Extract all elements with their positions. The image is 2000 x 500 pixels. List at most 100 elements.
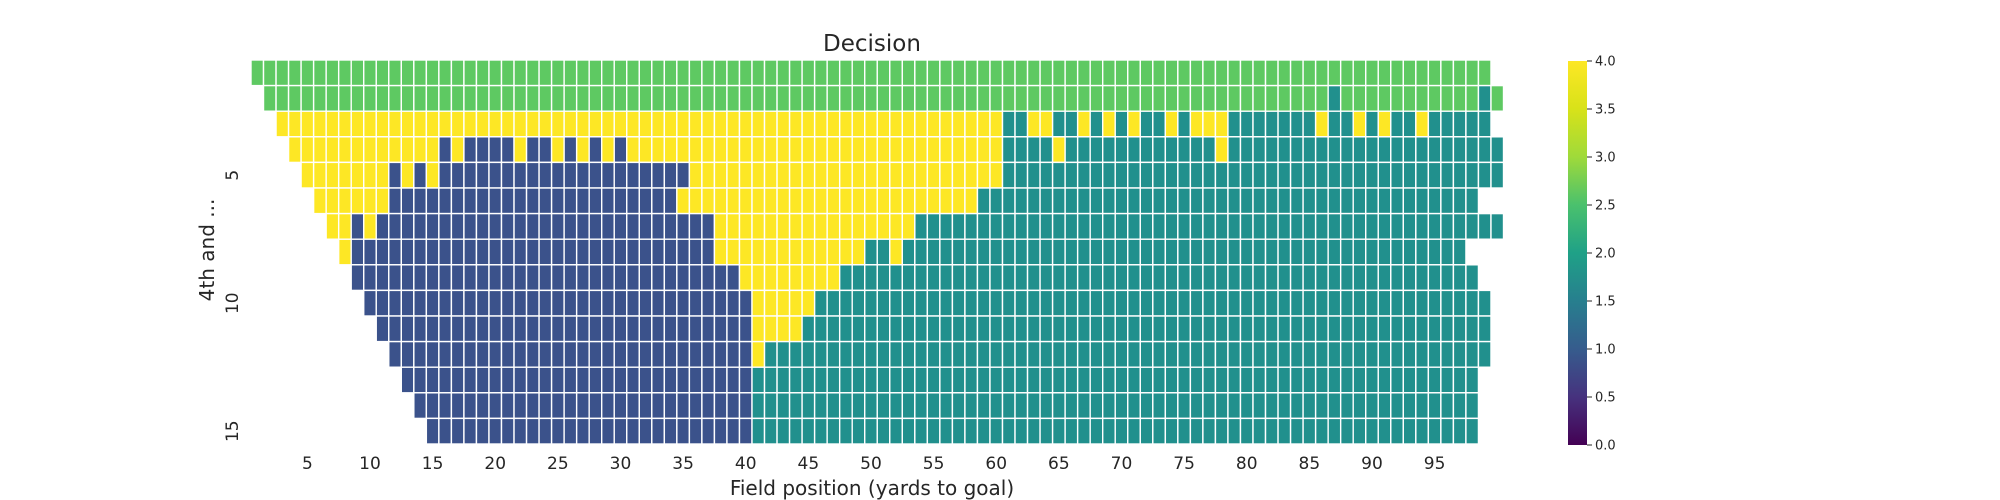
heatmap-cell xyxy=(1377,392,1392,420)
heatmap-cell xyxy=(425,289,440,317)
heatmap-cell xyxy=(1089,161,1104,189)
heatmap-cell xyxy=(613,84,628,112)
heatmap-cell xyxy=(964,289,979,317)
heatmap-cell xyxy=(1415,264,1430,292)
heatmap-cell xyxy=(413,264,428,292)
heatmap-cell xyxy=(1127,264,1141,292)
heatmap-cell xyxy=(1390,417,1405,445)
heatmap-cell xyxy=(964,417,979,445)
heatmap-cell xyxy=(1440,59,1455,87)
heatmap-cell xyxy=(1452,136,1467,164)
heatmap-cell xyxy=(1365,161,1379,189)
heatmap-cell xyxy=(513,392,528,420)
heatmap-cell xyxy=(738,417,753,445)
heatmap-cell xyxy=(350,110,365,138)
heatmap-cell xyxy=(763,392,778,420)
heatmap-cell xyxy=(575,187,590,215)
heatmap-cell xyxy=(1314,315,1329,343)
heatmap-cell xyxy=(525,136,540,164)
heatmap-cell xyxy=(776,366,791,394)
heatmap-cell xyxy=(1302,366,1317,394)
heatmap-cell xyxy=(914,212,929,240)
heatmap-cell xyxy=(550,212,565,240)
heatmap-cell xyxy=(1302,238,1317,266)
heatmap-cell xyxy=(663,264,678,292)
heatmap-cell xyxy=(513,84,528,112)
heatmap-cell xyxy=(1001,136,1016,164)
heatmap-cell xyxy=(500,59,515,87)
heatmap-cell xyxy=(400,187,415,215)
colorbar-tick-label: 2.0 xyxy=(1595,247,1616,262)
heatmap-cell xyxy=(964,340,979,368)
heatmap-cell xyxy=(613,417,628,445)
heatmap-cell xyxy=(463,392,478,420)
heatmap-cell xyxy=(763,136,778,164)
colorbar-tick-label: 0.5 xyxy=(1595,391,1616,406)
heatmap-cell xyxy=(425,417,440,445)
heatmap-cell xyxy=(513,161,528,189)
heatmap-cell xyxy=(901,212,916,240)
heatmap-cell xyxy=(1152,110,1167,138)
heatmap-cell xyxy=(513,238,528,266)
heatmap-cell xyxy=(400,238,415,266)
heatmap-cell xyxy=(550,366,565,394)
heatmap-cell xyxy=(1001,110,1016,138)
heatmap-cell xyxy=(1390,136,1405,164)
x-tick-label: 15 xyxy=(422,454,444,474)
heatmap-cell xyxy=(1214,289,1229,317)
heatmap-cell xyxy=(701,59,716,87)
heatmap-cell xyxy=(1477,315,1492,343)
heatmap-cell xyxy=(1089,59,1104,87)
heatmap-cell xyxy=(300,136,315,164)
heatmap-cell xyxy=(926,315,941,343)
heatmap-cell xyxy=(926,110,941,138)
heatmap-cell xyxy=(1377,315,1392,343)
heatmap-cell xyxy=(1014,264,1029,292)
heatmap-cell xyxy=(1427,366,1442,394)
x-tick-label: 45 xyxy=(798,454,820,474)
heatmap-cell xyxy=(1026,392,1041,420)
heatmap-cell xyxy=(1101,136,1116,164)
heatmap-cell xyxy=(1227,366,1242,394)
heatmap-cell xyxy=(300,59,315,87)
heatmap-cell xyxy=(500,238,515,266)
heatmap-cell xyxy=(976,417,991,445)
heatmap-cell xyxy=(964,392,979,420)
heatmap-cell xyxy=(1339,289,1354,317)
heatmap-cell xyxy=(563,161,578,189)
y-tick-label: 10 xyxy=(223,292,243,314)
heatmap-cell xyxy=(864,238,878,266)
heatmap-cell xyxy=(488,340,503,368)
heatmap-cell xyxy=(488,161,503,189)
heatmap-cell xyxy=(889,366,904,394)
x-tick-label: 10 xyxy=(359,454,381,474)
heatmap-cell xyxy=(312,136,327,164)
heatmap-cell xyxy=(1415,238,1430,266)
heatmap-cell xyxy=(1377,136,1392,164)
heatmap-cell xyxy=(1076,136,1091,164)
heatmap-cell xyxy=(1152,392,1167,420)
heatmap-cell xyxy=(751,238,766,266)
heatmap-cell xyxy=(1064,264,1079,292)
heatmap-cell xyxy=(1001,340,1016,368)
heatmap-cell xyxy=(788,289,803,317)
heatmap-cell xyxy=(601,84,615,112)
heatmap-cell xyxy=(788,315,803,343)
heatmap-cell xyxy=(851,84,866,112)
heatmap-cell xyxy=(337,212,352,240)
heatmap-cell xyxy=(638,84,653,112)
heatmap-cell xyxy=(864,315,878,343)
heatmap-cell xyxy=(751,110,766,138)
heatmap-cell xyxy=(651,417,666,445)
heatmap-cell xyxy=(951,392,966,420)
colorbar-tick-label: 0.0 xyxy=(1595,439,1616,454)
heatmap-cell xyxy=(1327,136,1342,164)
heatmap-cell xyxy=(1114,212,1129,240)
heatmap-cell xyxy=(864,392,878,420)
heatmap-cell xyxy=(763,289,778,317)
heatmap-cell xyxy=(1139,315,1154,343)
heatmap-cell xyxy=(1465,264,1480,292)
heatmap-cell xyxy=(1252,238,1267,266)
x-tick-label: 80 xyxy=(1236,454,1258,474)
heatmap-cell xyxy=(475,289,490,317)
